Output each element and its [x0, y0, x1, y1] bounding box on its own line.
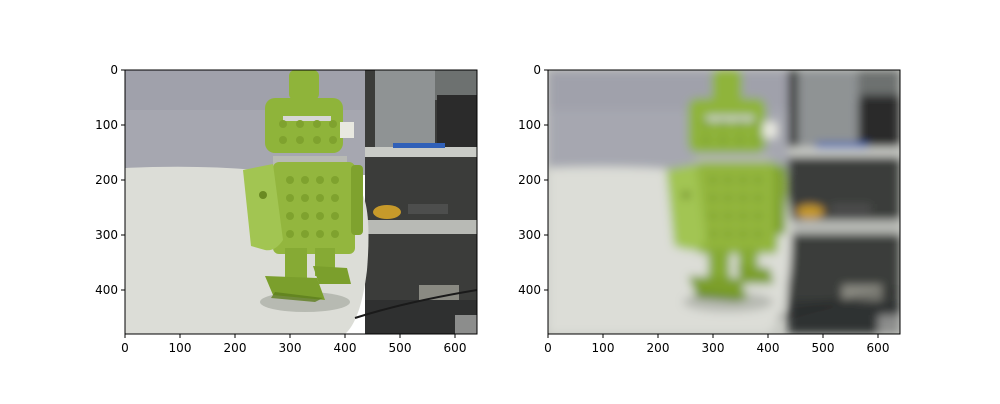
x-tick-label: 100: [169, 341, 192, 355]
x-tick-label: 500: [812, 341, 835, 355]
y-tick-label: 400: [518, 283, 541, 297]
y-tick-label: 400: [95, 283, 118, 297]
x-tick-label: 400: [757, 341, 780, 355]
y-tick-label: 100: [518, 118, 541, 132]
right-axes-frame: [547, 69, 901, 335]
y-tick-label: 300: [518, 228, 541, 242]
y-tick-label: 200: [518, 173, 541, 187]
y-tick-label: 100: [95, 118, 118, 132]
x-tick-label: 600: [867, 341, 890, 355]
x-tick-label: 200: [224, 341, 247, 355]
x-tick-label: 400: [334, 341, 357, 355]
right-x-axis: 0 100 200 300 400 500 600: [544, 334, 889, 355]
x-tick-label: 300: [702, 341, 725, 355]
left-image: [125, 70, 477, 334]
x-tick-label: 200: [647, 341, 670, 355]
x-tick-label: 600: [444, 341, 467, 355]
y-tick-label: 200: [95, 173, 118, 187]
x-tick-label: 500: [389, 341, 412, 355]
x-tick-label: 0: [544, 341, 552, 355]
left-panel: 0 100 200 300 400 500 600 0 100 200 300 400: [95, 63, 478, 355]
y-tick-label: 0: [110, 63, 118, 77]
right-panel: 0 100 200 300 400 500 600 0 100 200 300 400: [518, 63, 901, 355]
right-image: [548, 70, 900, 334]
x-tick-label: 300: [279, 341, 302, 355]
left-y-axis: 0 100 200 300 400: [95, 63, 125, 297]
left-x-axis: 0 100 200 300 400 500 600: [121, 334, 466, 355]
right-y-axis: 0 100 200 300 400: [518, 63, 548, 297]
x-tick-label: 100: [592, 341, 615, 355]
y-tick-label: 0: [533, 63, 541, 77]
left-axes-frame: [124, 69, 478, 335]
y-tick-label: 300: [95, 228, 118, 242]
x-tick-label: 0: [121, 341, 129, 355]
